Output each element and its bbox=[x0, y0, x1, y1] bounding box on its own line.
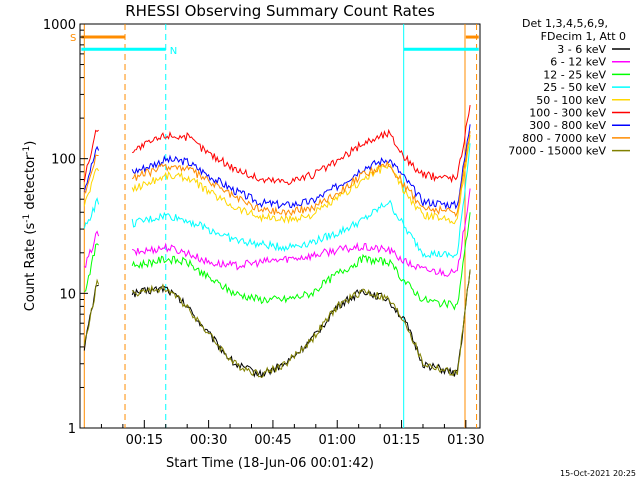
series-line bbox=[131, 143, 471, 259]
series-line bbox=[83, 145, 100, 193]
legend-item-label: 12 - 25 keV bbox=[543, 68, 606, 81]
legend-header-line1: Det 1,3,4,5,6,9, bbox=[522, 17, 608, 30]
legend-item-label: 7000 - 15000 keV bbox=[508, 145, 606, 158]
series-line bbox=[83, 284, 99, 351]
series-line bbox=[84, 243, 99, 293]
series-line bbox=[83, 154, 99, 194]
series-line bbox=[132, 105, 471, 186]
legend-item-label: 800 - 7000 keV bbox=[522, 132, 606, 145]
marker-bars: SN bbox=[70, 33, 479, 57]
series-line bbox=[83, 197, 100, 229]
marker-label: S bbox=[70, 33, 76, 44]
legend-item-label: 25 - 50 keV bbox=[543, 81, 606, 94]
series-line bbox=[83, 129, 99, 182]
x-axis-ticks: 00:15 00:30 00:45 01:00 01:15 01:30 bbox=[100, 420, 485, 448]
series-line bbox=[132, 188, 471, 278]
y-axis-ticks: 1 10 100 1000 bbox=[43, 18, 88, 437]
series-line bbox=[131, 269, 471, 378]
series-line bbox=[131, 269, 471, 378]
chart-title: RHESSI Observing Summary Count Rates bbox=[125, 2, 435, 20]
legend-item-label: 50 - 100 keV bbox=[536, 94, 606, 107]
footer-timestamp: 15-Oct-2021 20:25 bbox=[560, 469, 636, 478]
x-axis-label: Start Time (18-Jun-06 00:01:42) bbox=[166, 456, 374, 471]
legend-item-label: 300 - 800 keV bbox=[529, 119, 606, 132]
x-tick-label: 00:30 bbox=[190, 433, 227, 448]
series-line bbox=[83, 278, 100, 346]
series-line bbox=[131, 124, 471, 210]
x-tick-label: 01:00 bbox=[319, 433, 356, 448]
series-line bbox=[131, 212, 471, 311]
y-axis-label-part2: detector bbox=[23, 154, 38, 214]
x-tick-label: 00:15 bbox=[126, 433, 163, 448]
legend-header-line2: FDecim 1, Att 0 bbox=[541, 30, 626, 43]
series-line bbox=[84, 230, 100, 268]
x-tick-label: 01:15 bbox=[383, 433, 420, 448]
series-line bbox=[83, 167, 100, 207]
series-line bbox=[131, 134, 471, 225]
y-axis-label-part3: ) bbox=[23, 141, 38, 146]
y-tick-label: 1 bbox=[68, 422, 76, 437]
legend-item-label: 6 - 12 keV bbox=[550, 56, 606, 69]
legend: Det 1,3,4,5,6,9, FDecim 1, Att 0 3 - 6 k… bbox=[508, 17, 630, 158]
x-tick-label: 00:45 bbox=[254, 433, 291, 448]
legend-item-label: 100 - 300 keV bbox=[529, 107, 606, 120]
vertical-lines bbox=[83, 24, 478, 428]
series-lines bbox=[83, 105, 471, 378]
legend-item-label: 3 - 6 keV bbox=[557, 43, 606, 56]
y-tick-label: 1000 bbox=[43, 18, 76, 33]
plot-frame bbox=[79, 23, 481, 429]
marker-label: N bbox=[170, 46, 177, 57]
y-axis-label-part1: Count Rate (s bbox=[23, 223, 38, 312]
y-tick-label: 10 bbox=[59, 287, 76, 302]
y-axis-label: Count Rate (s-1 detector-1) bbox=[22, 141, 38, 312]
y-tick-label: 100 bbox=[51, 153, 76, 168]
y-axis-label-sup2: -1 bbox=[22, 146, 32, 155]
x-tick-label: 01:30 bbox=[447, 433, 484, 448]
series-line bbox=[131, 131, 471, 218]
y-axis-label-sup1: -1 bbox=[22, 214, 32, 223]
